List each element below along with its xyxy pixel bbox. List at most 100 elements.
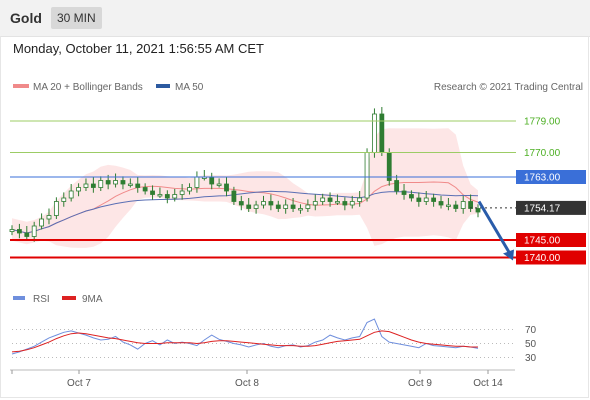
candle-body [460,201,466,209]
candle-body [68,190,74,199]
rsi-line [11,318,479,355]
bollinger-band [12,128,478,248]
candle-body [61,197,67,202]
candle-body [246,204,252,209]
candle-body [224,183,229,192]
candle-body [446,204,451,207]
candle-body [312,201,318,206]
candle-body [298,208,303,211]
candle-body [98,180,104,188]
ma20-legend-label: MA 20 + Bollinger Bands [33,82,143,93]
candle-body [409,194,414,199]
candle-body [335,201,340,204]
x-tick-label: Oct 14 [473,378,503,389]
candle-body [401,190,407,195]
candle-body [431,197,437,202]
candle-body [150,190,155,195]
candle-body [268,201,274,206]
candle-body [209,176,215,185]
candle-body [423,197,429,202]
level-label: 1740.00 [524,253,561,264]
candle-body [453,204,459,209]
candle-body [83,183,89,188]
ma20-legend-swatch [13,84,29,88]
candle-body [386,152,392,181]
candle-body [216,183,222,186]
levels-layer: 1779.00 1770.00 1763.00 1754.17 1745.00 1740.… [10,117,586,265]
chart-frame [0,36,589,398]
level-label-box [516,233,586,247]
x-axis: Oct 7 Oct 8 Oct 9 Oct 14 [11,370,503,389]
candle-body [9,229,15,232]
level-label: 1770.00 [524,148,561,159]
candle-body [283,204,289,209]
level-label: 1779.00 [524,117,561,128]
ma50-legend-swatch [156,84,170,88]
candle-body [327,197,333,202]
candle-body [238,201,244,206]
candle-body [372,113,377,153]
candle-body [261,201,266,206]
price-plot [9,107,481,248]
candle-body [194,176,200,188]
rsi-tick-label: 50 [525,339,537,350]
candle-body [16,229,22,234]
candle-body [39,218,44,227]
candle-body [135,183,141,188]
rsi-legend-swatch [13,296,25,300]
candle-body [438,201,444,206]
header-bar: Gold 30 MIN [0,0,590,37]
rsi-tick-label: 30 [525,353,537,364]
candle-body [142,187,148,192]
candle-body [31,225,37,237]
rsi-legend-label: RSI [33,294,50,305]
candle-body [305,204,311,209]
candle-body [76,187,81,192]
candle-body [90,183,96,188]
timeframe-button[interactable]: 30 MIN [51,7,102,29]
candle-body [253,204,259,209]
x-tick-label: Oct 8 [235,378,259,389]
candle-body [468,201,474,209]
candle-body [379,113,385,153]
ma9-legend-label: 9MA [82,294,103,305]
x-tick-label: Oct 9 [408,378,432,389]
candle-body [275,204,281,209]
rsi-tick-label: 70 [525,325,537,336]
candle-body [187,187,192,192]
candle-body [179,190,185,195]
candle-body [46,215,52,220]
level-label-box [516,170,586,184]
candle-body [120,180,126,185]
credit-text: Research © 2021 Trading Central [434,82,583,93]
candle-body [416,197,422,202]
candle-body [364,152,370,199]
candle-body [320,197,326,202]
instrument-title: Gold [10,10,42,26]
level-label-box [516,200,586,215]
candle-body [53,201,59,216]
candle-body [342,201,348,206]
x-tick-label: Oct 7 [67,378,91,389]
candle-body [24,232,30,237]
rsi-ma-line [11,330,478,353]
rsi-plot: 70 50 30 [11,318,537,364]
level-label-box [516,250,586,265]
candle-body [164,194,170,199]
forecast-arrowhead [503,249,514,261]
level-label: 1745.00 [524,236,561,247]
level-label: 1763.00 [524,173,561,184]
ma9-legend-swatch [62,296,76,300]
forecast-arrow [477,200,513,257]
candle-body [349,201,355,206]
candle-body [172,194,178,199]
ma50-line [11,190,479,234]
candle-body [105,180,111,185]
chart-date: Monday, October 11, 2021 1:56:55 AM CET [13,41,264,56]
candle-body [475,208,481,213]
level-label: 1754.17 [524,203,561,214]
candle-body [357,197,363,202]
candle-body [113,180,118,185]
candle-body [157,194,163,197]
